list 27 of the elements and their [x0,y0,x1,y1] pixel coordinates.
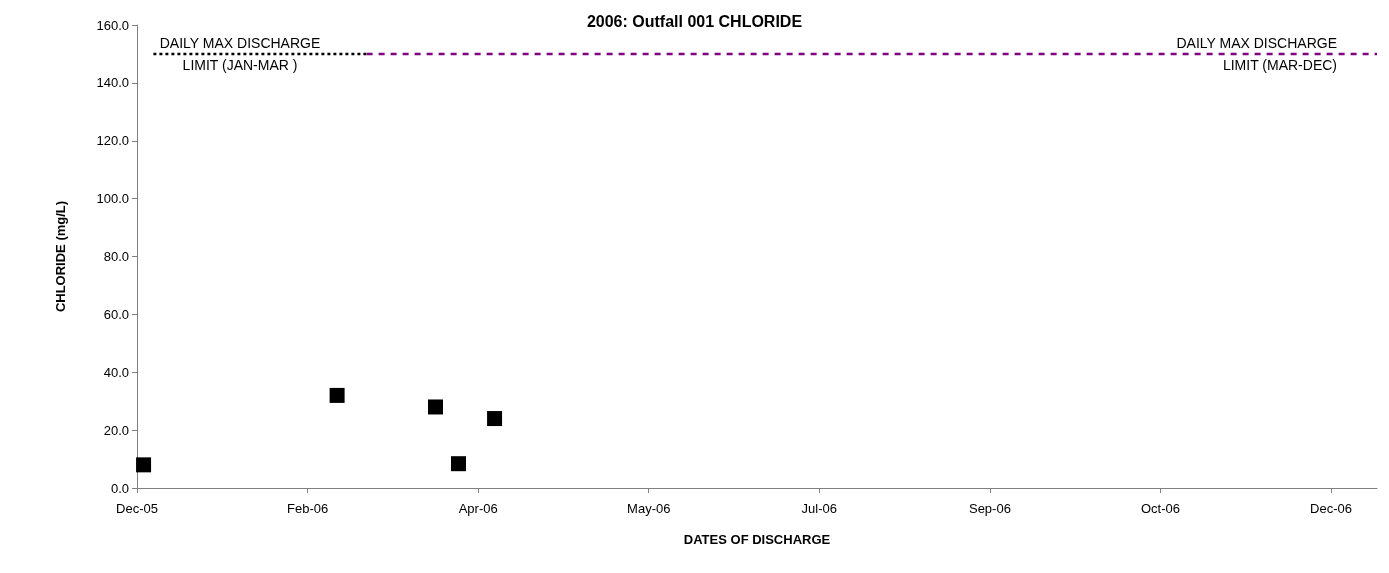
y-tick-label: 40.0 [103,364,129,380]
y-tick-label: 140.0 [96,75,129,91]
y-tick-label: 0.0 [110,480,129,496]
series-label: DAILY MAX DISCHARGE LIMIT (MAR-DEC) [1176,34,1337,73]
x-tick-label: May-06 [627,501,671,516]
x-tick-label: Feb-06 [286,501,329,516]
x-tick-label: Apr-06 [458,501,498,516]
point [450,456,466,472]
x-axis-title: DATES OF DISCHARGE [683,532,831,547]
y-tick-label: 160.0 [96,17,129,33]
point [136,457,152,473]
x-tick-label: Dec-05 [116,501,158,516]
x-tick-label: Dec-06 [1310,501,1353,516]
y-axis-title: CHLORIDE (mg/L) [53,200,68,313]
y-tick-label: 100.0 [96,191,129,207]
x-tick-label: Oct-06 [1140,501,1180,516]
x-tick-label: Jul-06 [801,501,838,516]
y-tick-label: 80.0 [103,249,129,264]
y-tick-label: 20.0 [103,422,129,438]
point [487,411,503,427]
point [329,387,345,403]
y-tick-label: 60.0 [103,306,129,322]
y-tick-label: 120.0 [96,133,129,149]
x-tick-label: Sep-06 [968,501,1011,516]
chart-title: 2006: Outfall 001 CHLORIDE [586,12,803,30]
series-label: DAILY MAX DISCHARGE LIMIT (JAN-MAR ) [159,34,321,73]
point [428,399,444,415]
